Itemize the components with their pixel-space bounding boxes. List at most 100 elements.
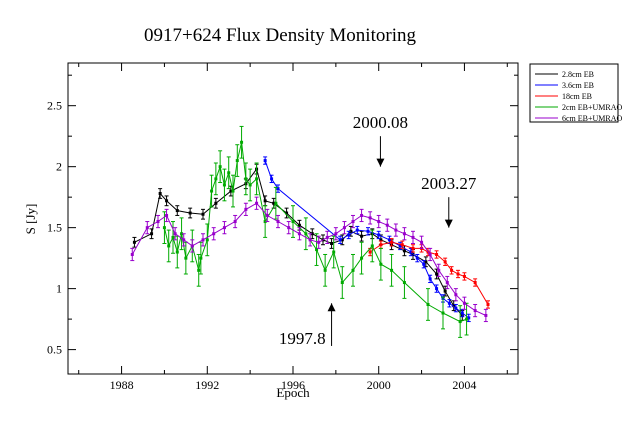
data-point <box>450 268 454 272</box>
data-point <box>340 238 344 242</box>
data-point <box>199 256 203 260</box>
data-point <box>447 301 451 305</box>
data-point <box>167 244 171 248</box>
data-point <box>334 232 338 236</box>
data-point <box>165 199 169 203</box>
data-point <box>323 268 327 272</box>
data-point <box>165 213 169 217</box>
legend-entry: 3.6cm EB <box>562 81 594 90</box>
data-point <box>402 232 406 236</box>
data-point <box>274 201 278 205</box>
data-point <box>484 313 488 317</box>
data-point <box>411 235 415 239</box>
data-point <box>426 302 430 306</box>
data-point <box>342 226 346 230</box>
data-point <box>435 272 439 276</box>
data-point <box>454 306 458 310</box>
data-point <box>231 189 235 193</box>
annotation-label: 2000.08 <box>353 113 408 132</box>
data-point <box>276 220 280 224</box>
data-point <box>428 277 432 281</box>
data-point <box>190 244 194 248</box>
annotation-arrow-head <box>444 219 453 228</box>
data-point <box>263 199 267 203</box>
data-point <box>310 232 314 236</box>
data-point <box>385 223 389 227</box>
data-point <box>379 262 383 266</box>
data-point <box>411 246 415 250</box>
series-6cm-eb-umrao <box>130 196 488 323</box>
data-point <box>233 220 237 224</box>
data-point <box>218 165 222 169</box>
data-point <box>222 183 226 187</box>
annotation-arrow-head <box>327 303 336 312</box>
series-line <box>163 142 467 323</box>
data-point <box>291 220 295 224</box>
data-point <box>332 250 336 254</box>
data-point <box>460 311 464 315</box>
x-tick-label: 2000 <box>367 378 391 392</box>
data-point <box>270 177 274 181</box>
data-point <box>184 256 188 260</box>
y-tick-label: 0.5 <box>47 343 62 357</box>
y-tick-label: 1 <box>56 282 62 296</box>
data-point <box>428 252 432 256</box>
annotation-2000-08: 2000.08 <box>353 113 408 167</box>
data-point <box>420 240 424 244</box>
axes: 1988 1992 1996 2000 2004 0.5 1 1.5 2 2.5 <box>47 63 518 392</box>
data-point <box>387 238 391 242</box>
data-point <box>462 301 466 305</box>
data-point <box>263 159 267 163</box>
data-point <box>443 260 447 264</box>
data-point <box>422 262 426 266</box>
data-point <box>272 201 276 205</box>
annotation-label: 2003.27 <box>421 174 477 193</box>
data-point <box>158 191 162 195</box>
data-point <box>454 293 458 297</box>
data-point <box>304 232 308 236</box>
data-point <box>445 281 449 285</box>
annotations: 2000.08 2003.27 1997.8 <box>279 113 477 348</box>
data-point <box>214 177 218 181</box>
data-point <box>377 220 381 224</box>
data-point <box>368 216 372 220</box>
data-point <box>171 235 175 239</box>
y-tick-label: 1.5 <box>47 221 62 235</box>
data-point <box>415 256 419 260</box>
data-point <box>308 238 312 242</box>
data-point <box>265 213 269 217</box>
x-tick-label: 1988 <box>110 378 134 392</box>
data-point <box>473 281 477 285</box>
data-point <box>175 250 179 254</box>
legend-entry: 2.8cm EB <box>562 70 594 79</box>
data-point <box>486 302 490 306</box>
data-point <box>368 250 372 254</box>
data-point <box>188 211 192 215</box>
series-line <box>131 202 487 316</box>
data-point <box>402 249 406 253</box>
data-point <box>222 226 226 230</box>
data-point <box>145 226 149 230</box>
data-point <box>467 316 471 320</box>
annotation-1997-8: 1997.8 <box>279 303 336 348</box>
data-point <box>201 212 205 216</box>
data-point <box>456 272 460 276</box>
data-point <box>150 232 154 236</box>
data-point <box>462 274 466 278</box>
series-2-8cm-eb <box>132 163 465 321</box>
data-point <box>409 250 413 254</box>
annotation-arrow-head <box>376 158 385 167</box>
series-3-6cm-eb <box>263 156 471 323</box>
data-point <box>360 256 364 260</box>
data-point <box>347 233 351 237</box>
data-point <box>465 317 469 321</box>
data-point <box>201 238 205 242</box>
data-point <box>402 281 406 285</box>
data-point <box>370 244 374 248</box>
data-point <box>205 238 209 242</box>
data-point <box>255 177 259 181</box>
data-point <box>452 304 456 308</box>
data-point <box>130 252 134 256</box>
data-point <box>390 268 394 272</box>
data-point <box>458 320 462 324</box>
